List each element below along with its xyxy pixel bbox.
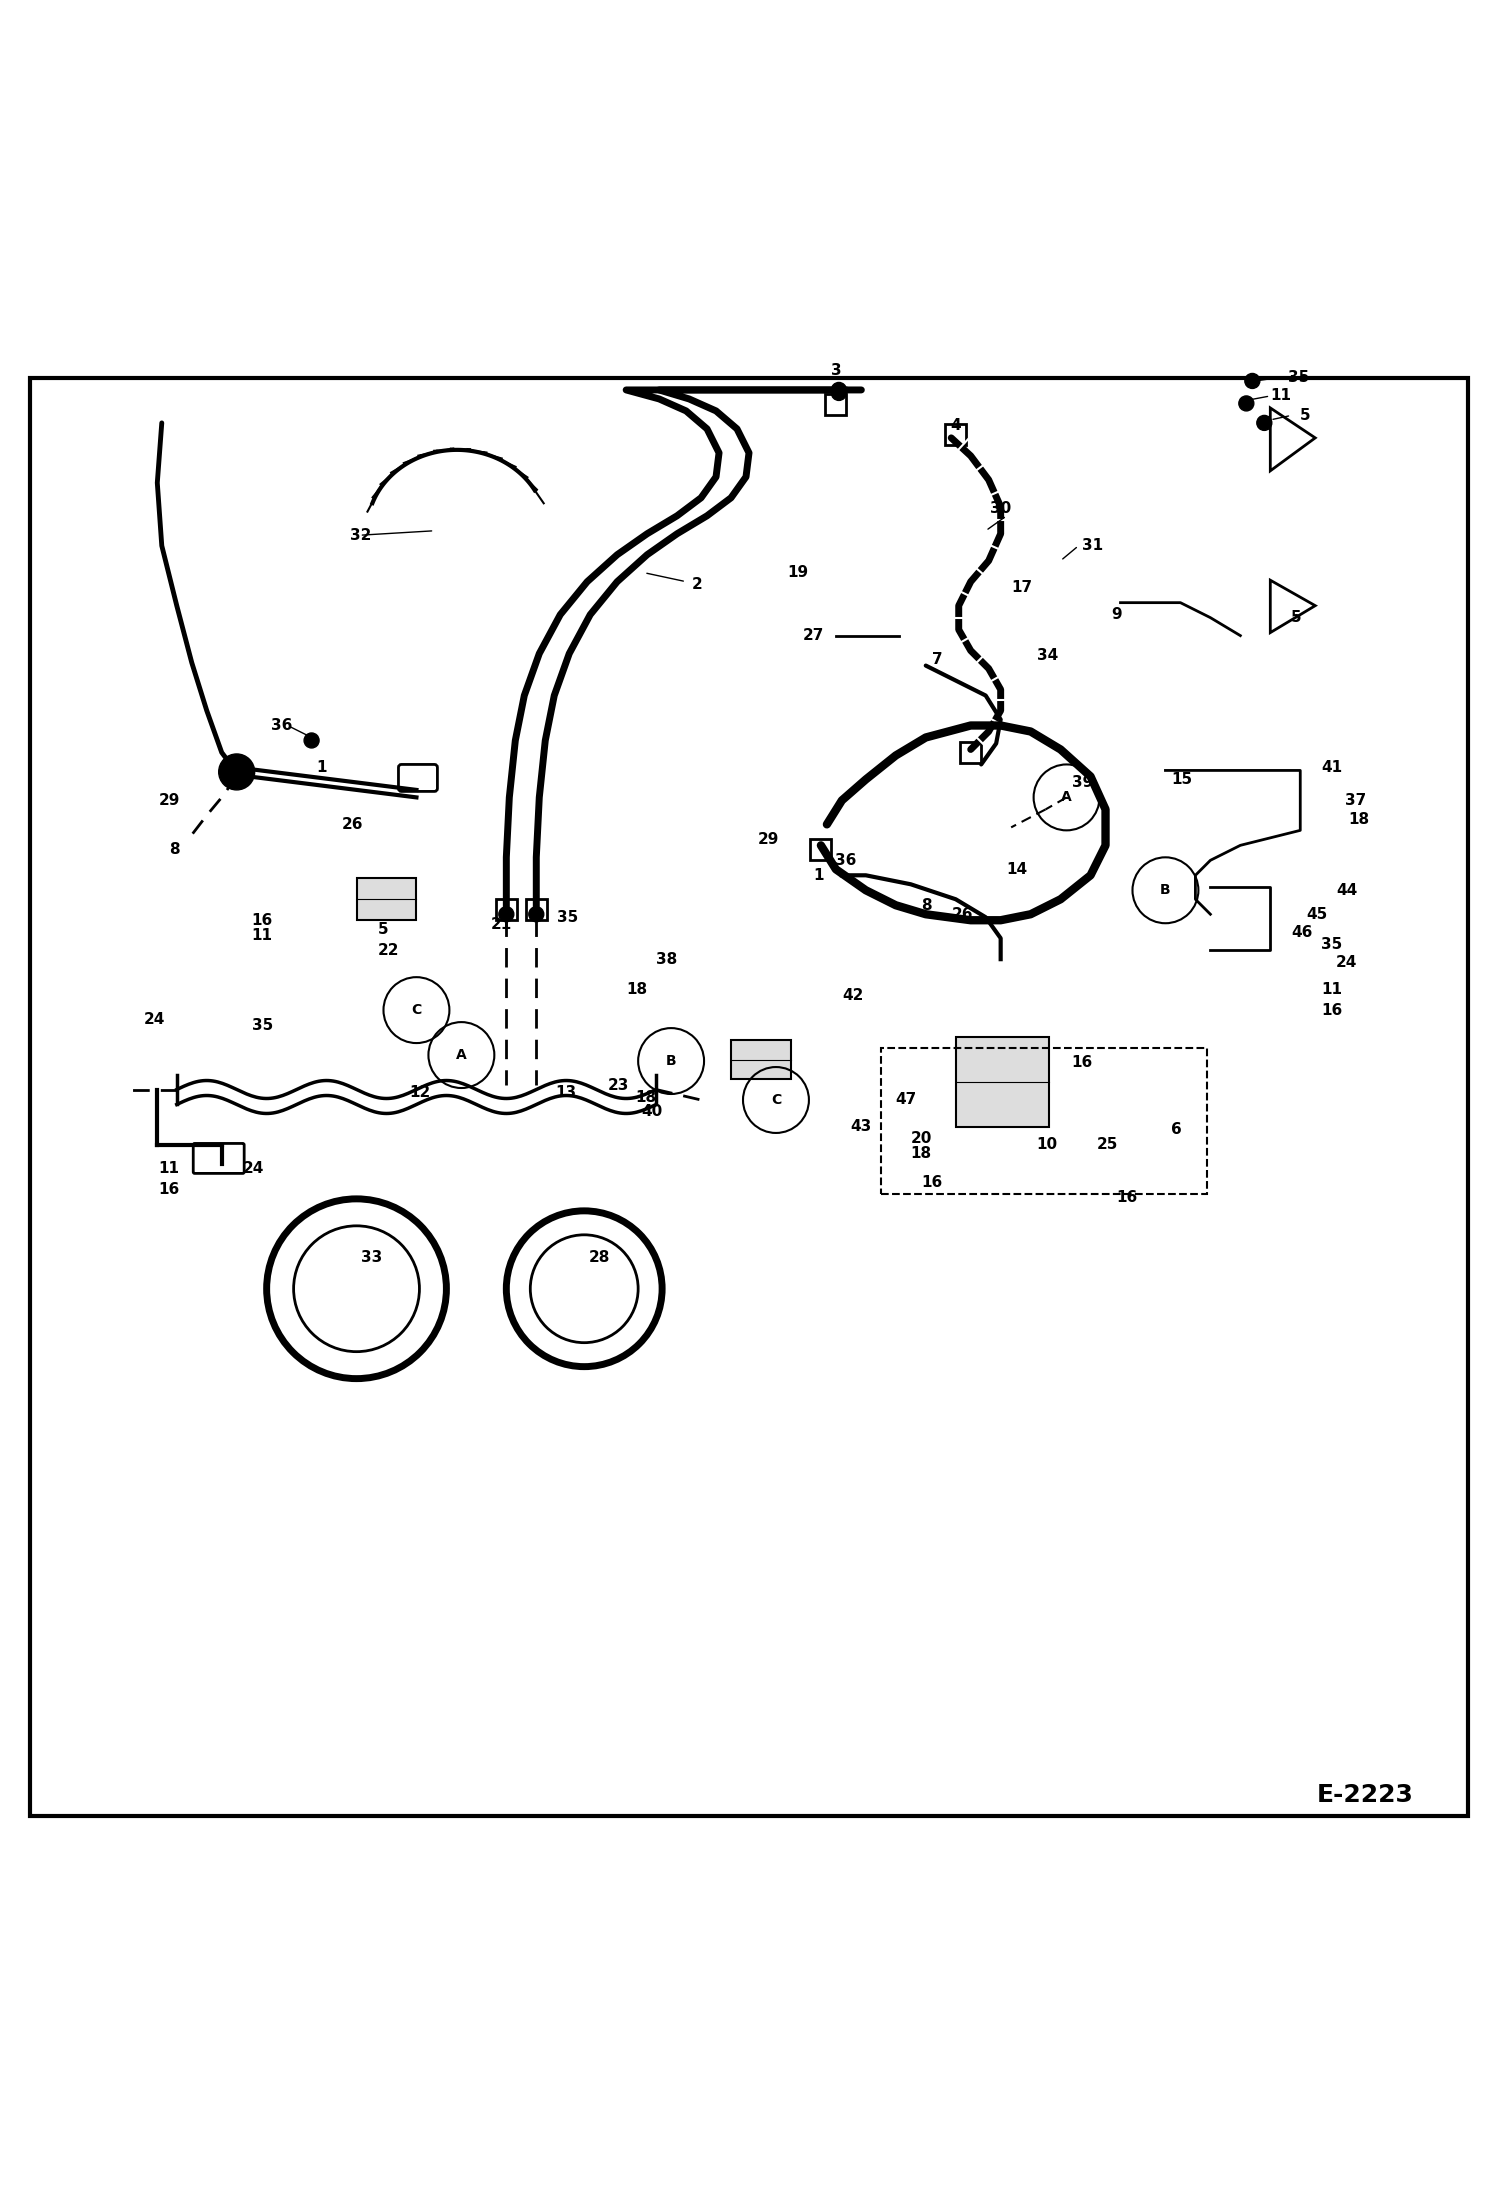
Text: 3: 3 bbox=[830, 362, 842, 377]
Text: 24: 24 bbox=[243, 1161, 264, 1176]
Text: 22: 22 bbox=[377, 943, 398, 959]
Text: 24: 24 bbox=[144, 1011, 165, 1027]
Text: 26: 26 bbox=[342, 816, 363, 832]
Text: 11: 11 bbox=[159, 1161, 180, 1176]
Bar bbox=[956, 1038, 1049, 1128]
Text: 34: 34 bbox=[1037, 647, 1058, 663]
FancyBboxPatch shape bbox=[526, 900, 547, 919]
Text: B: B bbox=[665, 1053, 677, 1068]
Text: 47: 47 bbox=[896, 1093, 917, 1108]
Text: 46: 46 bbox=[1291, 924, 1312, 939]
Text: 19: 19 bbox=[788, 566, 809, 579]
Text: 16: 16 bbox=[1116, 1189, 1137, 1205]
Text: 20: 20 bbox=[911, 1132, 932, 1147]
Circle shape bbox=[1245, 373, 1260, 388]
Text: 5: 5 bbox=[1291, 610, 1302, 625]
FancyBboxPatch shape bbox=[825, 395, 846, 415]
Text: 39: 39 bbox=[1073, 774, 1094, 790]
Text: 31: 31 bbox=[1082, 538, 1103, 553]
FancyBboxPatch shape bbox=[193, 1143, 244, 1174]
Text: 43: 43 bbox=[851, 1119, 872, 1134]
Text: 16: 16 bbox=[252, 913, 273, 928]
Text: 32: 32 bbox=[351, 529, 372, 542]
Circle shape bbox=[831, 382, 846, 397]
Text: C: C bbox=[412, 1003, 421, 1018]
Circle shape bbox=[831, 386, 846, 402]
Text: 16: 16 bbox=[921, 1176, 942, 1189]
FancyBboxPatch shape bbox=[810, 840, 831, 860]
Text: B: B bbox=[1159, 884, 1171, 897]
Text: 29: 29 bbox=[159, 792, 180, 807]
Text: 36: 36 bbox=[271, 717, 292, 733]
Text: 2: 2 bbox=[692, 577, 703, 592]
Text: 15: 15 bbox=[1171, 772, 1192, 788]
Text: 18: 18 bbox=[911, 1147, 932, 1161]
Text: 29: 29 bbox=[758, 832, 779, 847]
Text: 8: 8 bbox=[921, 897, 932, 913]
Text: 41: 41 bbox=[1321, 759, 1342, 774]
Text: 26: 26 bbox=[953, 906, 974, 921]
FancyBboxPatch shape bbox=[496, 900, 517, 919]
Bar bbox=[357, 878, 416, 919]
Text: 45: 45 bbox=[1306, 906, 1327, 921]
FancyBboxPatch shape bbox=[960, 742, 981, 764]
Text: A: A bbox=[1061, 790, 1073, 805]
FancyBboxPatch shape bbox=[398, 764, 437, 792]
Text: 24: 24 bbox=[1336, 954, 1357, 970]
Text: 1: 1 bbox=[813, 869, 824, 882]
Text: 1: 1 bbox=[316, 759, 327, 774]
Text: 18: 18 bbox=[635, 1090, 656, 1104]
Text: 35: 35 bbox=[252, 1018, 273, 1033]
Text: A: A bbox=[455, 1049, 467, 1062]
Text: 5: 5 bbox=[377, 921, 388, 937]
Text: 16: 16 bbox=[159, 1183, 180, 1198]
Text: 44: 44 bbox=[1336, 882, 1357, 897]
Text: 23: 23 bbox=[608, 1077, 629, 1093]
Text: 18: 18 bbox=[1348, 812, 1369, 827]
Text: 12: 12 bbox=[409, 1086, 430, 1099]
Text: 27: 27 bbox=[803, 627, 824, 643]
Text: 35: 35 bbox=[1321, 937, 1342, 952]
Text: 35: 35 bbox=[557, 911, 578, 924]
Text: 5: 5 bbox=[1300, 408, 1311, 423]
FancyBboxPatch shape bbox=[945, 423, 966, 445]
Text: 18: 18 bbox=[626, 981, 647, 996]
Text: 16: 16 bbox=[1071, 1055, 1092, 1071]
Text: C: C bbox=[771, 1093, 780, 1108]
Text: 11: 11 bbox=[1321, 981, 1342, 996]
Text: 4: 4 bbox=[950, 419, 962, 434]
Text: 17: 17 bbox=[1011, 579, 1032, 595]
Bar bbox=[881, 1047, 1207, 1194]
Text: 28: 28 bbox=[589, 1251, 610, 1264]
Text: 36: 36 bbox=[836, 853, 857, 869]
Text: 35: 35 bbox=[1288, 371, 1309, 386]
Text: 11: 11 bbox=[1270, 388, 1291, 404]
Circle shape bbox=[219, 755, 255, 790]
Circle shape bbox=[499, 906, 514, 921]
Text: 42: 42 bbox=[842, 987, 863, 1003]
Text: 13: 13 bbox=[556, 1086, 577, 1099]
Text: 11: 11 bbox=[252, 928, 273, 943]
Circle shape bbox=[304, 733, 319, 748]
Text: 33: 33 bbox=[361, 1251, 382, 1264]
Bar bbox=[731, 1040, 791, 1079]
Text: 7: 7 bbox=[932, 652, 942, 667]
Circle shape bbox=[529, 906, 544, 921]
Text: 37: 37 bbox=[1345, 792, 1366, 807]
Text: E-2223: E-2223 bbox=[1317, 1784, 1414, 1808]
Text: 38: 38 bbox=[656, 952, 677, 968]
Text: 6: 6 bbox=[1171, 1123, 1182, 1136]
Text: 16: 16 bbox=[1321, 1003, 1342, 1018]
Text: 9: 9 bbox=[1112, 608, 1122, 623]
Text: 40: 40 bbox=[641, 1104, 662, 1119]
Circle shape bbox=[1257, 415, 1272, 430]
Text: 21: 21 bbox=[491, 917, 512, 932]
Text: 14: 14 bbox=[1007, 862, 1028, 878]
Circle shape bbox=[1239, 395, 1254, 410]
Text: 30: 30 bbox=[990, 500, 1011, 516]
Text: 25: 25 bbox=[1097, 1136, 1118, 1152]
Text: 8: 8 bbox=[169, 842, 180, 858]
Text: 10: 10 bbox=[1037, 1136, 1058, 1152]
